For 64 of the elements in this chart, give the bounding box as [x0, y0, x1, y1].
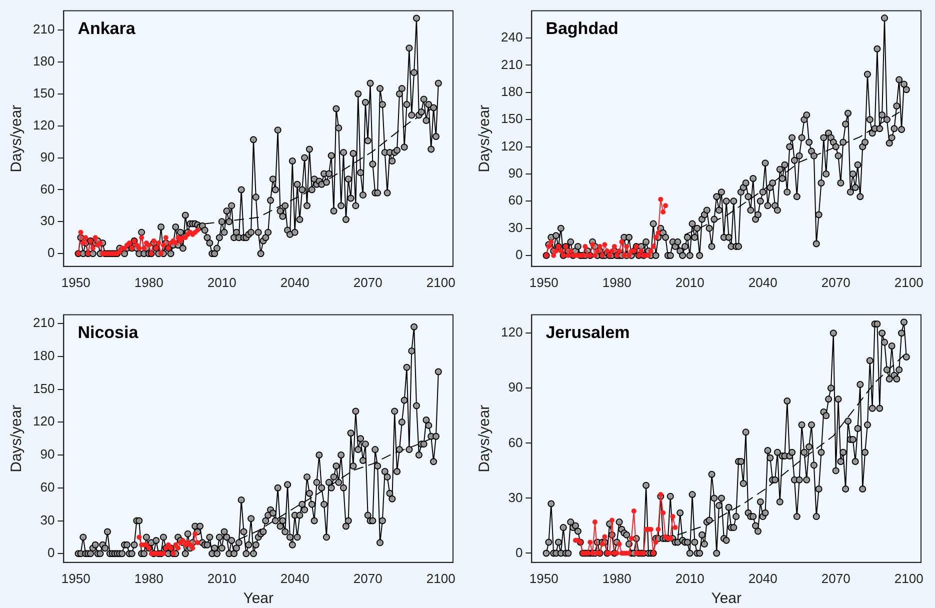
y-axis-title: Days/year [8, 404, 26, 472]
y-tick-label: 60 [40, 181, 55, 196]
y-tick-label: 120 [500, 324, 523, 340]
y-tick-label: 90 [40, 446, 55, 462]
y-tick-label: 30 [508, 490, 523, 505]
y-tick-label: 60 [40, 479, 55, 494]
x-tick-label: 1950 [61, 274, 90, 290]
x-tick-label: 2070 [353, 274, 382, 290]
x-tick-label: 2040 [748, 274, 778, 290]
y-tick-label: 0 [47, 245, 55, 260]
x-tick-label: 2040 [280, 570, 310, 586]
y-axis-title: Days/year [476, 404, 494, 472]
y-tick-label: 90 [40, 149, 55, 164]
y-tick-label: 210 [32, 22, 55, 37]
x-tick-label: 2100 [894, 570, 924, 586]
y-axis-title: Days/year [476, 104, 494, 172]
x-tick-label: 2100 [426, 274, 456, 290]
x-axis-title: Year [243, 590, 274, 608]
y-tick-label: 30 [40, 512, 55, 528]
y-tick-label: 120 [32, 117, 55, 132]
y-tick-label: 210 [32, 315, 55, 330]
y-tick-label: 0 [47, 545, 55, 560]
y-tick-label: 240 [500, 30, 523, 45]
text: Ankara [78, 18, 136, 38]
y-tick-label: 180 [32, 348, 55, 364]
y-tick-label: 150 [32, 380, 55, 396]
x-tick-label: 2010 [675, 570, 704, 586]
x-tick-label: 1950 [529, 274, 558, 290]
y-tick-label: 90 [508, 380, 523, 395]
y-tick-label: 90 [508, 166, 523, 181]
x-tick-label: 1980 [602, 274, 632, 290]
x-tick-label: 1980 [134, 274, 164, 290]
y-tick-label: 30 [508, 220, 523, 235]
x-tick-label: 2100 [894, 274, 924, 290]
x-tick-label: 2070 [353, 570, 382, 586]
x-tick-label: 2010 [207, 274, 236, 290]
x-tick-label: 1950 [529, 570, 558, 586]
y-tick-label: 30 [40, 213, 55, 228]
y-tick-label: 180 [500, 84, 523, 99]
x-tick-label: 2070 [821, 570, 850, 586]
x-tick-label: 2010 [207, 570, 236, 586]
y-tick-label: 180 [32, 54, 55, 68]
y-tick-label: 150 [500, 111, 523, 126]
y-tick-label: 60 [508, 192, 523, 208]
x-tick-label: 2040 [280, 274, 310, 290]
y-axis-title: Days/year [8, 104, 26, 172]
y-tick-label: 120 [500, 138, 523, 154]
x-tick-label: 1980 [134, 570, 164, 586]
text: Nicosia [78, 322, 139, 342]
x-tick-label: 2040 [748, 570, 778, 586]
y-tick-label: 60 [508, 434, 523, 450]
y-tick-label: 120 [32, 414, 55, 429]
x-tick-label: 1950 [61, 570, 90, 586]
text: Jerusalem [546, 322, 630, 342]
x-axis-title: Year [711, 590, 742, 608]
y-tick-label: 210 [500, 56, 523, 72]
y-tick-label: 150 [32, 85, 55, 100]
y-tick-label: 0 [515, 544, 523, 560]
x-tick-label: 1980 [602, 570, 632, 586]
x-tick-label: 2100 [426, 570, 456, 586]
x-tick-label: 2010 [675, 274, 704, 290]
y-tick-label: 0 [515, 247, 523, 262]
text: Baghdad [546, 18, 618, 38]
x-tick-label: 2070 [821, 274, 850, 290]
